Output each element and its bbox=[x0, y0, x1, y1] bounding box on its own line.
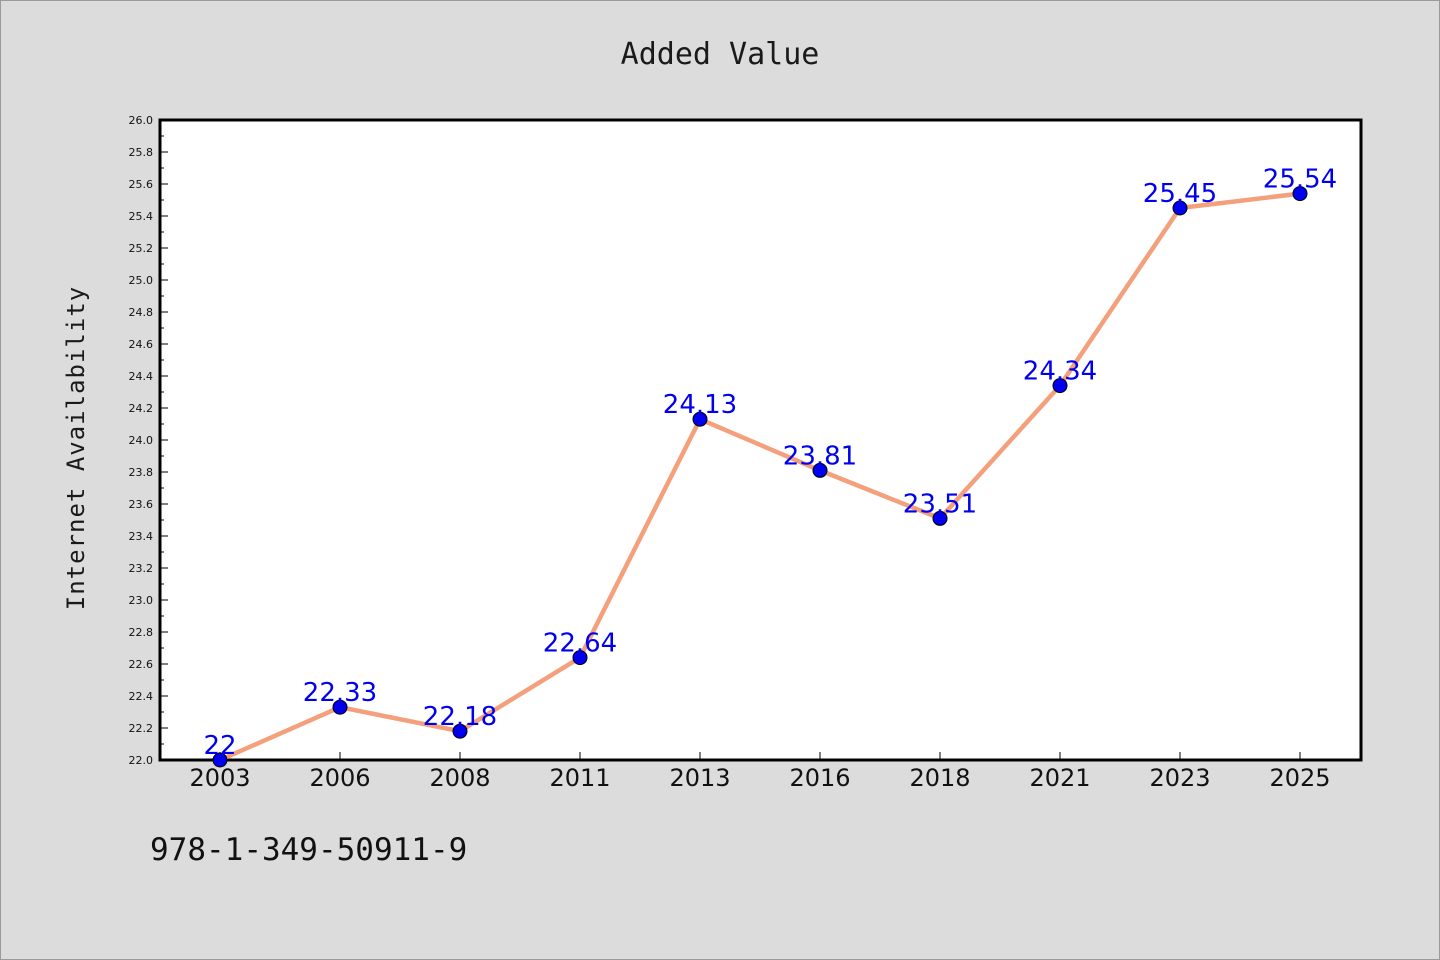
data-point bbox=[332, 699, 348, 715]
y-tick-label: 25.8 bbox=[129, 146, 154, 159]
y-tick-label: 25.6 bbox=[129, 178, 154, 191]
y-tick-label: 22.8 bbox=[129, 626, 154, 639]
data-label: 24.34 bbox=[1023, 357, 1097, 387]
y-axis-label: Internet Availability bbox=[62, 286, 90, 610]
data-label: 23.81 bbox=[783, 441, 857, 471]
y-tick-label: 23.6 bbox=[129, 498, 154, 511]
data-label: 22.64 bbox=[543, 629, 617, 659]
data-point bbox=[1052, 378, 1068, 394]
y-axis: 22.0 22.2 22.4 22.6 22.8 23.0 23.2 23.4 23.6 23.8… bbox=[129, 114, 168, 767]
y-tick-label: 22.0 bbox=[129, 754, 154, 767]
data-labels: 22 22.33 22.18 22.64 24.13 23.81 23.51 24.34 25.… bbox=[203, 165, 1337, 761]
y-tick-label: 23.8 bbox=[129, 466, 154, 479]
data-point bbox=[452, 723, 468, 739]
y-tick-label: 22.2 bbox=[129, 722, 154, 735]
data-point bbox=[212, 752, 228, 768]
y-tick-label: 24.2 bbox=[129, 402, 154, 415]
plot-area bbox=[158, 118, 1363, 762]
data-point bbox=[812, 462, 828, 478]
y-tick-label: 24.4 bbox=[129, 370, 154, 383]
y-tick-label: 24.0 bbox=[129, 434, 154, 447]
data-point bbox=[692, 411, 708, 427]
y-tick-label: 24.6 bbox=[129, 338, 154, 351]
y-tick-label: 23.4 bbox=[129, 530, 154, 543]
chart-title: Added Value bbox=[621, 37, 820, 72]
data-label: 25.45 bbox=[1143, 179, 1217, 209]
x-tick-label: 2021 bbox=[1029, 764, 1090, 792]
x-tick-label: 2003 bbox=[189, 764, 250, 792]
y-tick-label: 25.2 bbox=[129, 242, 154, 255]
data-label: 24.13 bbox=[663, 390, 737, 420]
x-tick-label: 2018 bbox=[909, 764, 970, 792]
data-point bbox=[1172, 200, 1188, 216]
x-tick-label: 2013 bbox=[669, 764, 730, 792]
x-tick-label: 2006 bbox=[309, 764, 370, 792]
x-tick-label: 2008 bbox=[429, 764, 490, 792]
data-label: 23.51 bbox=[903, 489, 977, 519]
y-tick-label: 24.8 bbox=[129, 306, 154, 319]
x-tick-label: 2011 bbox=[549, 764, 610, 792]
data-point bbox=[1292, 186, 1308, 202]
data-label: 22.33 bbox=[303, 678, 377, 708]
y-tick-label: 26.0 bbox=[129, 114, 154, 127]
y-tick-label: 22.6 bbox=[129, 658, 154, 671]
x-axis: 2003 2006 2008 2011 2013 2016 2018 2021 2023 2025 bbox=[189, 752, 1331, 792]
data-point bbox=[932, 510, 948, 526]
series-layer bbox=[212, 186, 1308, 768]
y-tick-label: 23.2 bbox=[129, 562, 154, 575]
footnote-text: 978-1-349-50911-9 bbox=[150, 832, 468, 868]
series-line bbox=[217, 191, 1303, 763]
x-tick-label: 2016 bbox=[789, 764, 850, 792]
y-tick-label: 22.4 bbox=[129, 690, 154, 703]
data-label: 22.18 bbox=[423, 702, 497, 732]
data-label: 25.54 bbox=[1263, 165, 1337, 195]
x-tick-label: 2025 bbox=[1269, 764, 1330, 792]
data-label: 22 bbox=[203, 731, 236, 761]
x-tick-label: 2023 bbox=[1149, 764, 1210, 792]
y-tick-label: 23.0 bbox=[129, 594, 154, 607]
y-tick-label: 25.0 bbox=[129, 274, 154, 287]
y-tick-label: 25.4 bbox=[129, 210, 154, 223]
data-point bbox=[572, 650, 588, 666]
